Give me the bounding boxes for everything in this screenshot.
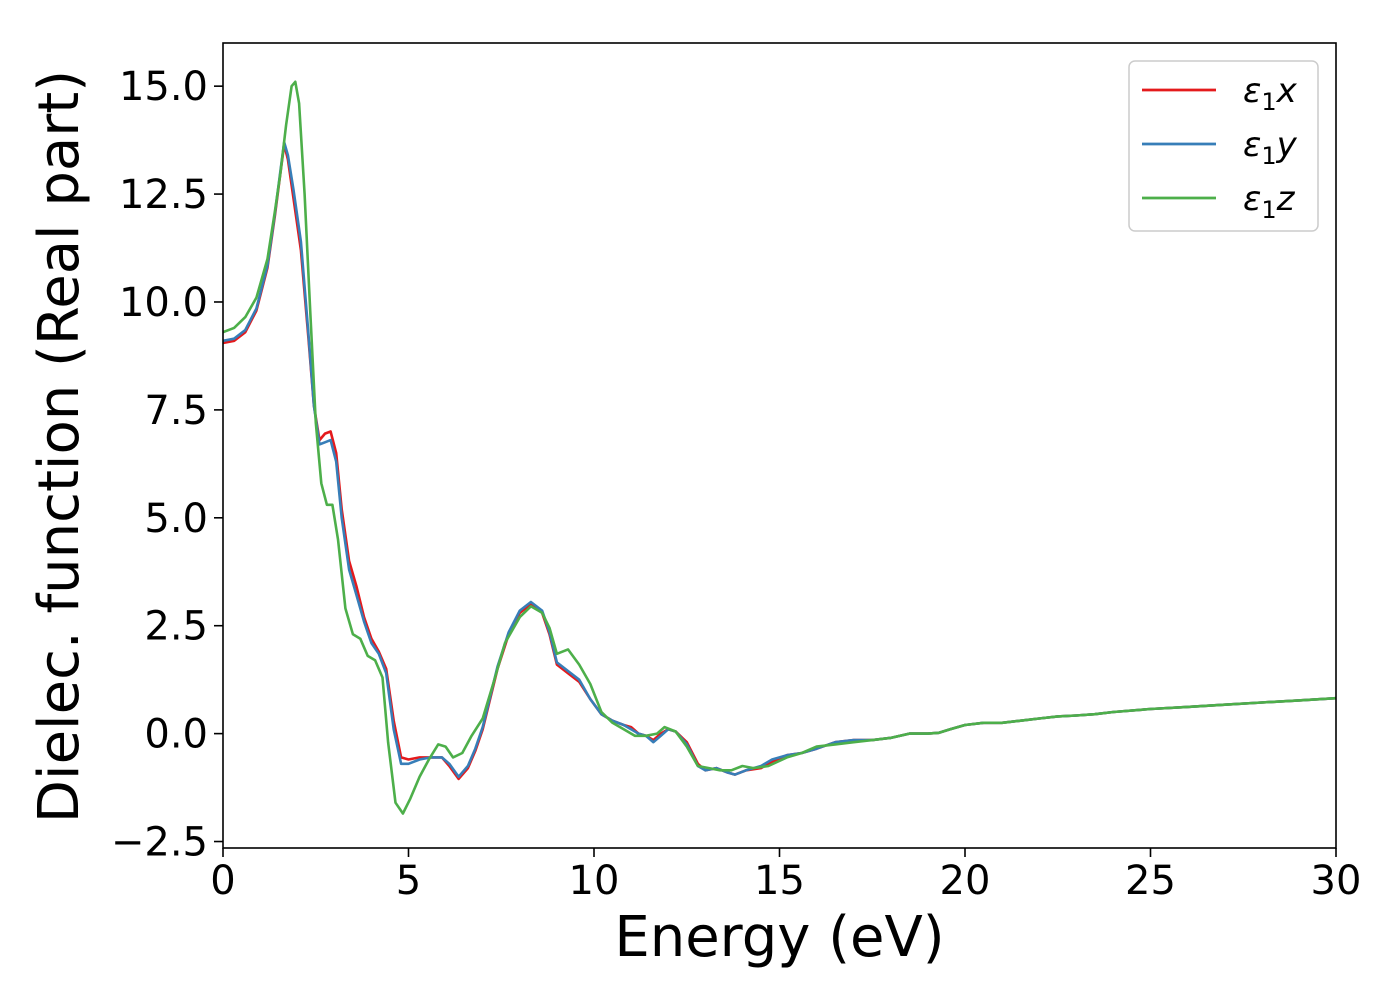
legend-symbol: ε (1243, 125, 1261, 165)
legend-label: ε1y (1243, 125, 1298, 170)
y-tick-label: −2.5 (111, 820, 208, 866)
y-tick-label: 2.5 (144, 604, 208, 650)
x-tick-label: 15 (754, 858, 805, 904)
legend-label: ε1x (1243, 71, 1298, 116)
legend-symbol: ε (1243, 71, 1261, 111)
y-axis-label: Dielec. function (Real part) (27, 70, 92, 823)
legend-component: y (1276, 125, 1298, 165)
x-tick-label: 20 (940, 858, 991, 904)
series-line-z (223, 80, 1336, 815)
y-tick-label: 0.0 (144, 712, 208, 758)
x-axis-label: Energy (eV) (614, 905, 944, 970)
y-tick-label: 12.5 (119, 172, 208, 218)
legend-component: z (1276, 179, 1296, 219)
x-tick-label: 25 (1125, 858, 1176, 904)
x-tick-label: 10 (569, 858, 620, 904)
x-axis: 0 5 10 15 20 25 30 (210, 848, 1361, 904)
y-tick-label: 5.0 (144, 496, 208, 542)
legend-subscript: 1 (1261, 142, 1276, 170)
legend-subscript: 1 (1261, 196, 1276, 224)
legend-subscript: 1 (1261, 88, 1276, 116)
y-tick-label: 7.5 (144, 388, 208, 434)
legend-item-y: ε1y (1142, 125, 1298, 170)
legend-item-z: ε1z (1142, 179, 1296, 224)
legend-item-x: ε1x (1142, 71, 1298, 116)
y-tick-label: 15.0 (119, 64, 208, 110)
y-axis: −2.5 0.0 2.5 5.0 7.5 10.0 12.5 15.0 (111, 64, 223, 866)
y-tick-label: 10.0 (119, 280, 208, 326)
legend-box (1128, 60, 1319, 232)
legend-symbol: ε (1243, 179, 1261, 219)
legend-label: ε1z (1243, 179, 1296, 224)
x-tick-label: 30 (1311, 858, 1362, 904)
series-group (223, 80, 1336, 815)
x-tick-label: 0 (210, 858, 235, 904)
legend-component: x (1276, 71, 1298, 111)
x-tick-label: 5 (396, 858, 421, 904)
